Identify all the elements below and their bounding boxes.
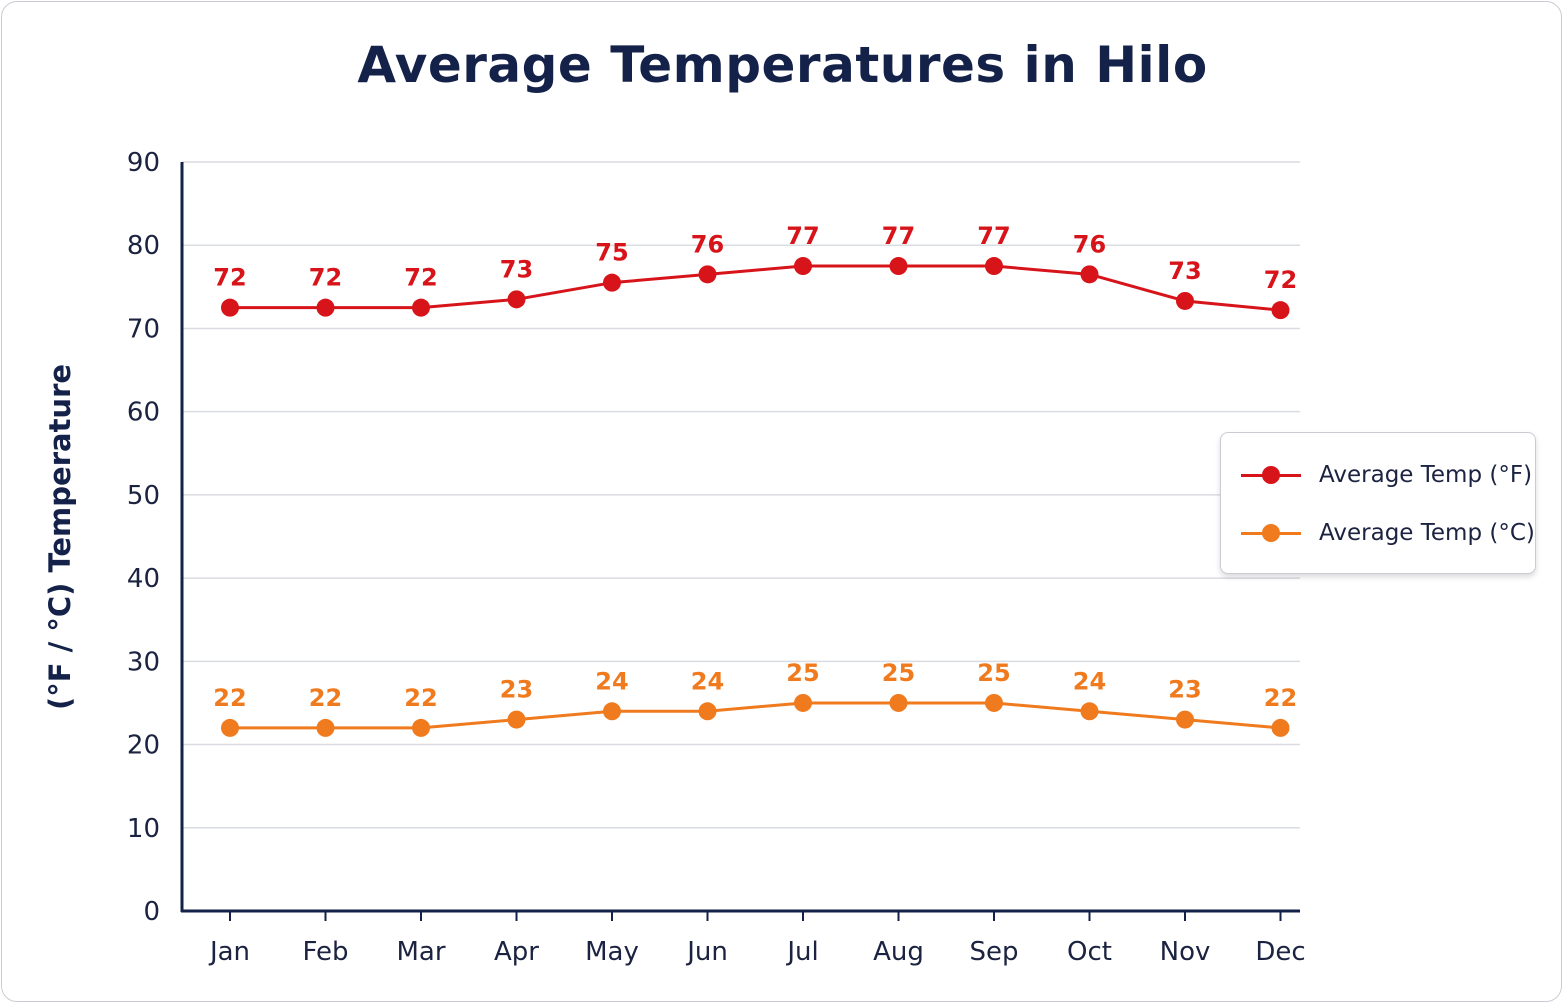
y-tick-label-60: 60 (127, 398, 160, 428)
x-tick-label-may: May (585, 937, 639, 967)
x-tick-label-jul: Jul (785, 937, 818, 967)
data-label-fahrenheit-mar: 72 (404, 264, 437, 292)
x-tick-label-dec: Dec (1255, 937, 1305, 967)
data-point-celsius-jan (221, 718, 239, 737)
chart-title: Average Temperatures in Hilo (357, 36, 1208, 94)
data-label-fahrenheit-jan: 72 (213, 264, 246, 292)
data-label-celsius-jan: 22 (213, 684, 246, 712)
data-point-fahrenheit-mar (412, 298, 430, 317)
data-label-fahrenheit-jul: 77 (786, 222, 819, 250)
x-tick-label-aug: Aug (873, 937, 924, 967)
data-point-celsius-sep (985, 693, 1003, 712)
legend-label-fahrenheit: Average Temp (°F) (1319, 462, 1533, 488)
legend-label-celsius: Average Temp (°C) (1319, 520, 1535, 546)
data-label-celsius-feb: 22 (309, 684, 342, 712)
data-label-fahrenheit-may: 75 (595, 239, 628, 267)
y-tick-label-0: 0 (143, 897, 160, 927)
data-point-celsius-mar (412, 718, 430, 737)
data-point-fahrenheit-feb (316, 298, 335, 317)
y-axis-label: (°F / °C) Temperature (43, 364, 77, 710)
legend-item-celsius: Average Temp (°C) (1241, 513, 1535, 553)
data-label-fahrenheit-jun: 76 (691, 230, 724, 258)
x-axis-ticks: Jan Feb Mar Apr May Jun Jul Aug Sep Oct Nov Dec (208, 911, 1306, 967)
data-label-celsius-jul: 25 (786, 659, 819, 687)
x-tick-label-sep: Sep (969, 937, 1018, 967)
y-tick-label-20: 20 (127, 731, 160, 761)
data-point-celsius-feb (316, 718, 335, 737)
legend-item-fahrenheit: Average Temp (°F) (1241, 455, 1532, 495)
data-point-celsius-jul (794, 693, 812, 712)
data-label-celsius-nov: 23 (1168, 676, 1201, 704)
y-tick-label-70: 70 (127, 314, 160, 344)
data-point-fahrenheit-dec (1271, 301, 1290, 320)
axes (180, 162, 1300, 913)
y-tick-label-10: 10 (127, 814, 160, 844)
data-label-celsius-mar: 22 (404, 684, 437, 712)
data-label-celsius-oct: 24 (1073, 667, 1106, 695)
legend: Average Temp (°F) Average Temp (°C) (1220, 432, 1536, 574)
data-label-celsius-aug: 25 (882, 659, 915, 687)
data-point-celsius-aug (889, 693, 908, 712)
data-label-celsius-sep: 25 (977, 659, 1010, 687)
data-label-fahrenheit-dec: 72 (1264, 266, 1297, 294)
x-tick-label-oct: Oct (1067, 937, 1112, 967)
x-tick-label-jan: Jan (208, 937, 250, 967)
x-tick-label-mar: Mar (396, 937, 445, 967)
data-label-fahrenheit-apr: 73 (500, 255, 533, 283)
data-point-fahrenheit-may (603, 273, 621, 292)
data-label-celsius-jun: 24 (691, 667, 724, 695)
data-label-celsius-may: 24 (595, 667, 628, 695)
x-tick-label-jun: Jun (685, 937, 728, 967)
data-point-celsius-oct (1080, 702, 1099, 721)
y-tick-label-90: 90 (127, 148, 160, 178)
data-label-fahrenheit-sep: 77 (977, 222, 1010, 250)
y-tick-label-40: 40 (127, 564, 160, 594)
data-label-celsius-apr: 23 (500, 676, 533, 704)
data-label-celsius-dec: 22 (1264, 684, 1297, 712)
data-point-celsius-apr (507, 710, 526, 729)
data-label-fahrenheit-oct: 76 (1073, 230, 1106, 258)
data-label-fahrenheit-nov: 73 (1168, 257, 1201, 285)
data-point-celsius-dec (1271, 718, 1290, 737)
legend-swatch-celsius (1241, 523, 1301, 543)
data-point-fahrenheit-jul (794, 257, 812, 276)
data-point-fahrenheit-jan (221, 298, 239, 317)
data-point-fahrenheit-sep (985, 257, 1003, 276)
data-point-fahrenheit-nov (1176, 291, 1194, 310)
data-point-celsius-jun (698, 702, 717, 721)
series-line-fahrenheit (230, 264, 1281, 312)
series-group: 72 72 72 73 75 76 77 77 77 76 73 72 22 22 22 23 24 24 25 25… (213, 222, 1297, 737)
data-point-fahrenheit-apr (507, 290, 526, 309)
data-point-fahrenheit-jun (698, 265, 717, 284)
y-tick-label-50: 50 (127, 481, 160, 511)
x-tick-label-nov: Nov (1160, 937, 1211, 967)
data-point-celsius-may (603, 702, 621, 721)
x-tick-label-feb: Feb (302, 937, 348, 967)
y-axis-ticks: 0 10 20 30 40 50 60 70 80 90 (127, 148, 160, 927)
data-label-fahrenheit-aug: 77 (882, 222, 915, 250)
legend-swatch-fahrenheit (1241, 465, 1301, 485)
y-tick-label-30: 30 (127, 647, 160, 677)
data-point-fahrenheit-oct (1080, 265, 1099, 284)
data-point-celsius-nov (1176, 710, 1194, 729)
gridlines (182, 161, 1300, 829)
x-tick-label-apr: Apr (494, 937, 539, 967)
y-tick-label-80: 80 (127, 231, 160, 261)
data-point-fahrenheit-aug (889, 257, 908, 276)
series-line-celsius (230, 701, 1281, 730)
data-label-fahrenheit-feb: 72 (309, 264, 342, 292)
